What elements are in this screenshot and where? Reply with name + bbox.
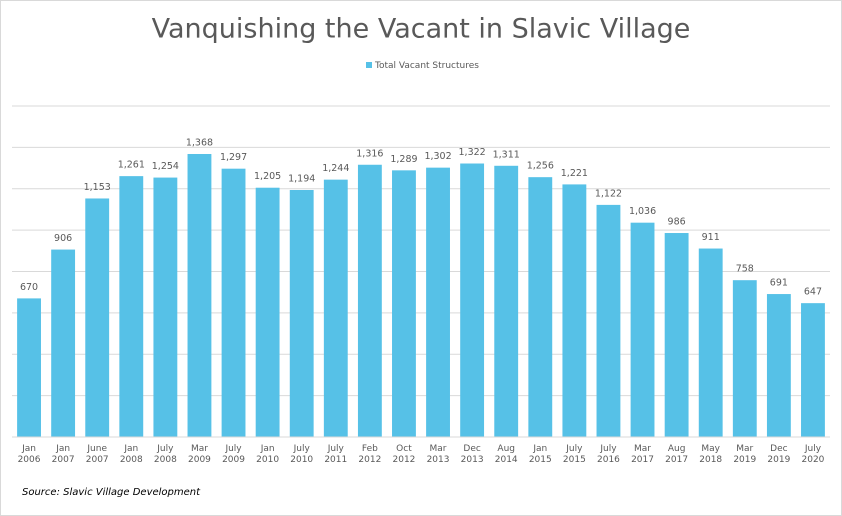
x-tick-label: Mar 2017 bbox=[631, 444, 654, 465]
x-tick-label: Aug 2014 bbox=[494, 444, 518, 465]
legend-label: Total Vacant Structures bbox=[374, 61, 479, 71]
data-label: 1,122 bbox=[595, 188, 622, 199]
data-label: 1,297 bbox=[220, 152, 247, 163]
data-label: 911 bbox=[702, 232, 720, 243]
data-label: 758 bbox=[736, 264, 754, 275]
bar bbox=[221, 168, 246, 438]
data-label: 1,194 bbox=[288, 173, 315, 184]
x-tick-label: June 2007 bbox=[85, 444, 109, 465]
bar bbox=[630, 222, 655, 437]
data-label: 986 bbox=[668, 217, 686, 228]
x-tick-label: May 2018 bbox=[699, 444, 723, 465]
x-tick-label: Mar 2013 bbox=[426, 444, 450, 465]
bar bbox=[664, 233, 689, 437]
x-tick-label: Dec 2013 bbox=[460, 444, 484, 465]
data-label: 1,302 bbox=[424, 151, 451, 162]
data-label: 1,036 bbox=[629, 206, 656, 217]
bar bbox=[85, 198, 110, 437]
data-label: 1,244 bbox=[322, 163, 349, 174]
bar bbox=[698, 248, 723, 437]
chart-title: Vanquishing the Vacant in Slavic Village bbox=[152, 14, 691, 45]
bar bbox=[323, 179, 348, 437]
x-tick-label: Mar 2009 bbox=[188, 444, 211, 465]
data-label: 1,316 bbox=[356, 148, 383, 159]
bar bbox=[732, 280, 757, 437]
data-label: 1,221 bbox=[561, 168, 588, 179]
data-label: 1,368 bbox=[186, 137, 213, 148]
bar bbox=[255, 187, 280, 437]
x-tick-label: Jan 2010 bbox=[256, 444, 280, 465]
x-tick-label: July 2009 bbox=[222, 444, 245, 465]
data-label: 1,311 bbox=[493, 149, 520, 160]
data-label: 1,289 bbox=[390, 154, 417, 165]
bar bbox=[801, 303, 825, 437]
x-tick-label: July 2011 bbox=[324, 444, 348, 465]
data-label: 691 bbox=[770, 278, 788, 289]
data-label: 1,205 bbox=[254, 171, 281, 182]
x-tick-label: July 2008 bbox=[153, 444, 177, 465]
data-label: 1,254 bbox=[152, 161, 179, 172]
bar bbox=[51, 249, 76, 437]
data-label: 1,261 bbox=[118, 160, 145, 171]
data-label: 1,153 bbox=[84, 182, 111, 193]
data-label: 647 bbox=[804, 287, 822, 298]
data-label: 1,322 bbox=[459, 147, 486, 158]
bar bbox=[153, 177, 178, 438]
x-tick-label: Feb 2012 bbox=[358, 444, 382, 465]
data-label: 670 bbox=[20, 282, 38, 293]
bar bbox=[528, 177, 553, 438]
bar bbox=[494, 165, 519, 438]
x-tick-label: July 2020 bbox=[801, 444, 825, 465]
bar bbox=[392, 170, 416, 437]
bar bbox=[426, 167, 450, 437]
bar bbox=[596, 204, 621, 437]
x-tick-label: Jan 2015 bbox=[528, 444, 552, 465]
bar bbox=[187, 153, 212, 437]
bar bbox=[562, 184, 587, 437]
source: Source: Slavic Village Development bbox=[22, 487, 201, 498]
x-tick-label: Dec 2019 bbox=[767, 444, 791, 465]
bar bbox=[17, 298, 41, 437]
x-tick-label: Oct 2012 bbox=[392, 444, 416, 465]
bar bbox=[460, 163, 485, 438]
x-tick-label: Jan 2007 bbox=[51, 444, 75, 465]
legend-swatch bbox=[366, 62, 372, 68]
x-tick-label: Aug 2017 bbox=[665, 444, 689, 465]
x-tick-label: Jan 2006 bbox=[17, 444, 41, 465]
bar bbox=[289, 189, 314, 437]
data-label: 1,256 bbox=[527, 161, 554, 172]
data-label: 906 bbox=[54, 233, 72, 244]
x-tick-label: Jan 2008 bbox=[119, 444, 143, 465]
x-tick-label: Mar 2019 bbox=[733, 444, 757, 465]
x-tick-label: July 2015 bbox=[562, 444, 586, 465]
bar bbox=[766, 294, 791, 437]
x-tick-label: July 2010 bbox=[290, 444, 314, 465]
bar bbox=[357, 164, 382, 437]
bar bbox=[119, 176, 144, 438]
x-tick-label: July 2016 bbox=[597, 444, 620, 465]
